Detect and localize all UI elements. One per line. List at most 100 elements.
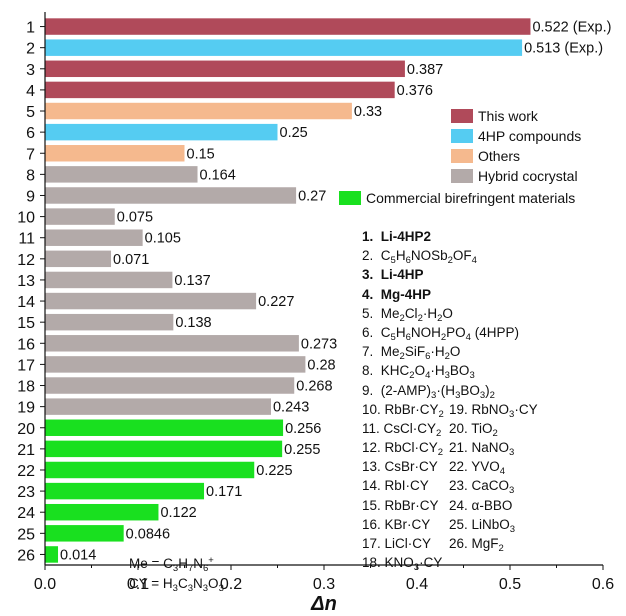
category-label: 22 xyxy=(17,463,35,480)
category-label: 26 xyxy=(17,547,35,564)
x-tick-label: 0.1 xyxy=(127,576,149,593)
value-label: 0.273 xyxy=(301,336,337,352)
category-label: 2 xyxy=(26,41,35,58)
category-label: 8 xyxy=(26,167,35,184)
category-label: 7 xyxy=(26,146,35,163)
category-label: 3 xyxy=(26,62,35,79)
compound-item: 25. LiNbO3 xyxy=(449,516,516,535)
legend-swatch xyxy=(451,129,473,143)
bar xyxy=(45,271,173,289)
legend-label: This work xyxy=(478,108,539,124)
x-tick-label: 0.0 xyxy=(34,576,56,593)
compound-item: 9. (2-AMP)3·(H3BO3)2 xyxy=(362,382,495,401)
bar xyxy=(45,102,352,120)
x-axis-title: Δn xyxy=(310,593,337,615)
compound-item: 2. C5H6NOSb2OF4 xyxy=(362,248,477,267)
bar xyxy=(45,18,531,35)
bar xyxy=(45,546,59,563)
category-label: 20 xyxy=(17,421,35,438)
category-label: 11 xyxy=(18,231,35,248)
category-label: 23 xyxy=(17,484,35,501)
bar xyxy=(45,166,198,183)
category-label: 16 xyxy=(17,336,35,353)
compound-pair-row: 10. RbBr·CY2 19. RbNO3·CY xyxy=(362,400,538,420)
category-label: 10 xyxy=(17,210,35,227)
value-label: 0.268 xyxy=(296,379,332,395)
category-label: 9 xyxy=(26,188,35,205)
value-label: 0.071 xyxy=(113,252,149,268)
compound-pair-row: 18. KNO3·CY xyxy=(362,553,519,572)
bar xyxy=(45,440,283,458)
category-label: 25 xyxy=(17,526,35,543)
compound-item: 22. YVO4 xyxy=(449,459,506,478)
note-line: CY = H3C3N3O3 xyxy=(129,576,224,594)
value-label: 0.122 xyxy=(160,505,196,521)
compound-pair-row: 16. KBr·CY 25. LiNbO3 xyxy=(362,515,519,534)
value-label: 0.28 xyxy=(307,357,335,373)
bar xyxy=(45,377,295,394)
category-label: 14 xyxy=(17,294,35,311)
category-label: 21 xyxy=(17,442,35,459)
value-label: 0.138 xyxy=(175,315,211,331)
x-tick-label: 0.6 xyxy=(592,576,614,593)
compound-item: 14. RbI·CY xyxy=(362,478,429,494)
compound-item: 23. CaCO3 xyxy=(449,478,515,497)
value-label: 0.164 xyxy=(200,167,236,183)
bar xyxy=(45,123,278,141)
legend-label: Hybrid cocrystal xyxy=(478,168,578,184)
compound-item: 21. NaNO3 xyxy=(449,440,515,459)
compound-item: 8. KHC2O4·H3BO3 xyxy=(362,363,475,382)
compound-item: 12. RbCl·CY2 xyxy=(362,440,444,459)
compound-item: 19. RbNO3·CY xyxy=(449,401,538,420)
compound-pair-row: 13. CsBr·CY 22. YVO4 xyxy=(362,457,519,476)
bar xyxy=(45,250,112,268)
bar xyxy=(45,292,257,310)
category-label: 15 xyxy=(17,315,35,332)
x-tick-label: 0.3 xyxy=(313,576,335,593)
bar xyxy=(45,39,523,56)
compound-pair-row: 14. RbI·CY 23. CaCO3 xyxy=(362,476,519,495)
value-label: 0.137 xyxy=(174,273,210,289)
compound-item: 10. RbBr·CY2 xyxy=(362,401,444,420)
legend-swatch xyxy=(451,149,473,163)
value-label: 0.513 (Exp.) xyxy=(524,41,603,57)
bar xyxy=(45,482,205,500)
value-label: 0.227 xyxy=(258,294,294,310)
category-label: 5 xyxy=(26,104,35,121)
category-label: 12 xyxy=(17,252,35,269)
compound-item: 18. KNO3·CY xyxy=(362,555,443,574)
compound-item: 6. C5H6NOH2PO4 (4HPP) xyxy=(362,324,519,343)
value-label: 0.105 xyxy=(145,231,181,247)
compound-item: 1. Li-4HP2 xyxy=(362,229,432,244)
category-label: 6 xyxy=(26,125,35,142)
bar xyxy=(45,503,159,521)
value-label: 0.256 xyxy=(285,421,321,437)
bar xyxy=(45,81,395,99)
compound-item: 15. RbBr·CY xyxy=(362,497,439,513)
value-label: 0.33 xyxy=(354,104,382,120)
x-tick-label: 0.4 xyxy=(406,576,428,593)
compound-item: 5. Me2Cl2·H2O xyxy=(362,305,453,324)
compound-pair-row: 12. RbCl·CY2 21. NaNO3 xyxy=(362,438,519,457)
value-label: 0.225 xyxy=(256,463,292,479)
compound-list: 1. Li-4HP2 2. C5H6NOSb2OF4 3. Li-4HP 4. Mg-… xyxy=(362,227,538,572)
value-label: 0.014 xyxy=(60,547,96,563)
bar xyxy=(45,208,115,225)
bar xyxy=(45,229,143,246)
value-label: 0.0846 xyxy=(126,526,170,542)
compound-item: 7. Me2SiF6·H2O xyxy=(362,344,461,363)
value-label: 0.15 xyxy=(187,146,215,162)
value-label: 0.522 (Exp.) xyxy=(532,20,611,36)
bar xyxy=(45,461,255,479)
bar xyxy=(45,335,299,352)
legend-label: Others xyxy=(478,148,520,164)
value-label: 0.376 xyxy=(397,83,433,99)
compound-item: 16. KBr·CY xyxy=(362,516,431,532)
category-label: 4 xyxy=(26,83,35,100)
value-label: 0.243 xyxy=(273,400,309,416)
bar xyxy=(45,313,174,331)
value-label: 0.27 xyxy=(298,188,326,204)
value-label: 0.171 xyxy=(206,484,242,500)
legend-swatch xyxy=(451,109,473,123)
compound-item: 4. Mg-4HP xyxy=(362,286,432,302)
